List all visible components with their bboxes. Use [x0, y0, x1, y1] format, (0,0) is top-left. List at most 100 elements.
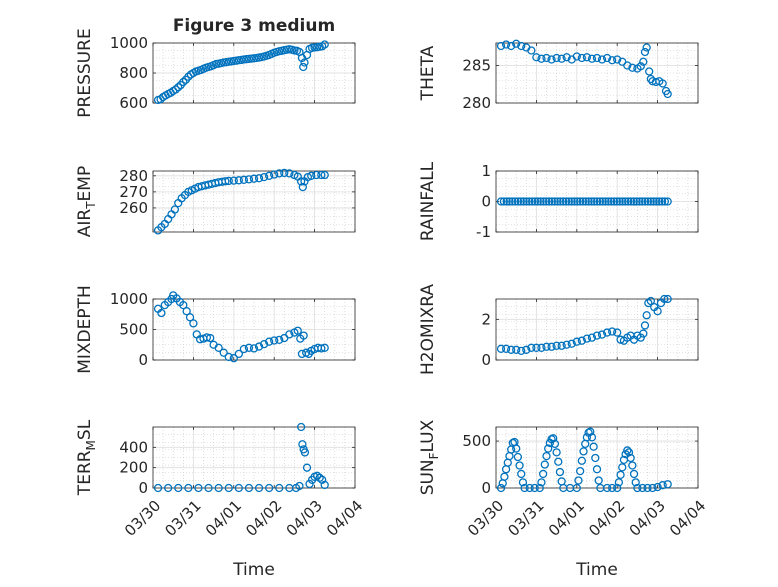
axes-frame [152, 426, 356, 489]
data-point [174, 483, 183, 493]
data-point [506, 41, 516, 51]
y-tick-label: 200 [119, 459, 148, 477]
data-point [616, 470, 625, 480]
data-point [182, 307, 191, 316]
y-axis-label-tail: LUX [418, 419, 438, 452]
y-tick-label: 0 [138, 351, 148, 369]
data-point [587, 197, 596, 206]
y-tick-label: 400 [119, 438, 148, 456]
data-point [604, 197, 613, 206]
data-point [572, 337, 581, 346]
data-point [660, 197, 670, 206]
data-point [194, 483, 203, 493]
x-tick-label: 04/02 [585, 497, 628, 540]
data-point [234, 176, 244, 185]
y-axis-label: H2OMIXRA [418, 284, 438, 375]
data-point [537, 343, 546, 352]
data-point [621, 197, 630, 206]
data-point [567, 197, 576, 206]
data-point [618, 197, 627, 206]
data-point [264, 483, 274, 493]
data-point [626, 453, 635, 463]
data-point [581, 197, 590, 206]
axes-frame [495, 298, 699, 361]
data-point [508, 197, 517, 206]
x-tick-label: 04/01 [545, 497, 588, 540]
data-point [315, 473, 324, 482]
y-axis-label-main: H2OMIXRA [418, 284, 438, 375]
data-point [646, 296, 656, 306]
y-tick-label: 285 [462, 57, 491, 75]
data-point [496, 344, 506, 353]
y-axis-label-main: THETA [418, 45, 438, 101]
y-axis-label-main: AIR [75, 209, 95, 238]
data-point [602, 483, 612, 493]
data-point [153, 483, 163, 493]
data-point [512, 444, 521, 453]
y-tick-label: 800 [119, 64, 148, 82]
data-point [542, 53, 551, 63]
y-tick-label: 0 [138, 479, 148, 497]
data-point [557, 54, 566, 63]
data-point [601, 197, 610, 206]
data-point [224, 176, 233, 186]
data-point [550, 439, 560, 449]
data-point [170, 205, 180, 214]
data-point [539, 197, 548, 206]
data-point [663, 480, 672, 489]
data-point [275, 335, 284, 345]
data-point [624, 448, 634, 457]
data-point [590, 197, 599, 206]
data-point [189, 319, 198, 328]
data-point [624, 197, 633, 206]
data-point [595, 197, 605, 206]
data-point [163, 483, 173, 493]
data-point [623, 61, 632, 70]
data-point [561, 197, 571, 206]
data-point [550, 197, 559, 206]
data-point [577, 456, 586, 465]
data-point [171, 85, 180, 94]
data-point [254, 342, 264, 351]
data-point [515, 461, 524, 470]
data-point [572, 483, 581, 493]
data-point [555, 467, 565, 477]
data-point [270, 336, 279, 345]
data-point [280, 168, 289, 178]
data-point [285, 169, 294, 178]
y-tick-label: 2 [481, 310, 491, 328]
data-point [644, 298, 653, 308]
x-tick-label: 04/01 [202, 497, 245, 540]
data-point [254, 174, 264, 183]
data-point [663, 294, 672, 304]
data-point [538, 469, 548, 479]
data-point [302, 463, 312, 472]
data-point [239, 175, 249, 184]
data-point [300, 448, 310, 457]
data-point [320, 343, 329, 352]
data-point [586, 427, 595, 436]
data-point [613, 328, 622, 337]
data-point [649, 197, 658, 206]
data-point [587, 54, 597, 63]
data-point [221, 177, 230, 186]
data-point [537, 54, 546, 63]
subplot-left-3: 0 500 1000 MIXDEPTH [75, 285, 356, 374]
x-tick-label: 04/03 [626, 497, 669, 540]
data-point [602, 328, 612, 337]
data-point [608, 56, 617, 65]
data-point [295, 481, 304, 491]
data-point [179, 77, 188, 87]
data-point [643, 483, 652, 493]
data-point [598, 197, 607, 206]
y-axis-label-main: PRESSURE [75, 28, 95, 117]
data-point [249, 344, 259, 353]
data-point [552, 448, 561, 457]
data-point [530, 483, 539, 493]
data-point [592, 465, 602, 474]
data-point [300, 58, 309, 67]
y-axis-label-main: RAINFALL [418, 161, 438, 241]
data-point [646, 197, 655, 206]
